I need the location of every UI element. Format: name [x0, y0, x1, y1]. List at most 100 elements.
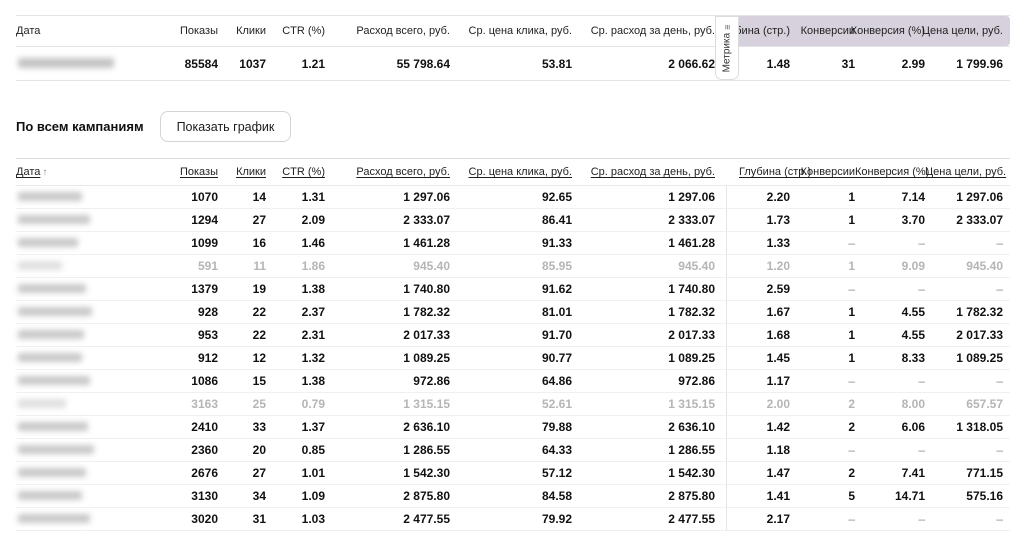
cell-spend: 1 089.25 — [403, 351, 450, 365]
column-divider — [715, 209, 739, 231]
table-row: 3020 31 1.03 2 477.55 79.92 2 477.55 2.17 – – – — [16, 508, 1010, 531]
cell-clicks: 20 — [252, 443, 266, 457]
column-header-depth: Глубина (стр.) — [718, 16, 790, 46]
cell-depth: 2.17 — [766, 512, 790, 526]
section-title: По всем кампаниям — [16, 119, 144, 134]
cell-goal-cost: 657.57 — [966, 397, 1003, 411]
column-divider — [715, 439, 739, 461]
metric-menu-icon: ≡ — [722, 24, 733, 30]
cell-depth: 1.73 — [766, 213, 790, 227]
column-divider — [715, 393, 739, 415]
cell-depth: 2.59 — [766, 282, 790, 296]
cell-goal-cost: – — [996, 374, 1003, 388]
summary-campaign-name — [16, 55, 140, 73]
cell-shows: 3020 — [191, 512, 218, 526]
table-row: 2360 20 0.85 1 286.55 64.33 1 286.55 1.18 – – – — [16, 439, 1010, 462]
column-divider — [715, 324, 739, 346]
cell-spend: 2 477.55 — [403, 512, 450, 526]
date-cell — [16, 349, 140, 367]
campaign-table-rows: 1070 14 1.31 1 297.06 92.65 1 297.06 2.20 1 7.14… — [16, 186, 1010, 531]
cell-ctr: 2.31 — [301, 328, 325, 342]
blurred-date — [18, 445, 94, 455]
column-divider — [715, 370, 739, 392]
cell-clicks: 27 — [252, 213, 266, 227]
cell-conv-rate: – — [918, 374, 925, 388]
cell-daily: 2 017.33 — [668, 328, 715, 342]
date-cell — [16, 303, 140, 321]
cell-goal-cost: 2 017.33 — [956, 328, 1003, 342]
cell-ctr: 2.09 — [301, 213, 325, 227]
cell-daily: 1 297.06 — [668, 190, 715, 204]
cell-conv-rate: – — [918, 512, 925, 526]
column-header-cpc: Ср. цена клика, руб. — [450, 166, 572, 178]
column-header-clicks: Клики — [218, 166, 266, 178]
cell-depth: 1.45 — [766, 351, 790, 365]
summary-spend: 55 798.64 — [396, 56, 450, 71]
summary-shows: 85584 — [184, 56, 218, 71]
cell-conv-rate: 7.41 — [901, 466, 925, 480]
cell-clicks: 27 — [252, 466, 266, 480]
cell-conv-rate: 4.55 — [901, 305, 925, 319]
sort-link-ctr[interactable]: CTR (%) — [282, 166, 325, 178]
cell-ctr: 1.01 — [301, 466, 325, 480]
sort-link-shows[interactable]: Показы — [179, 166, 218, 178]
sort-link-daily-spend[interactable]: Ср. расход за день, руб. — [590, 166, 715, 178]
column-header-goal-cost: Цена цели, руб. — [922, 16, 1003, 46]
cell-daily: 2 636.10 — [668, 420, 715, 434]
cell-daily: 1 542.30 — [668, 466, 715, 480]
cell-daily: 1 089.25 — [668, 351, 715, 365]
date-cell — [16, 188, 140, 206]
blurred-date — [18, 514, 90, 524]
sort-link-cpc[interactable]: Ср. цена клика, руб. — [468, 166, 572, 178]
column-header-conversions: Конверсии — [790, 16, 855, 46]
cell-depth: 1.18 — [766, 443, 790, 457]
cell-shows: 912 — [197, 351, 218, 365]
cell-ctr: 1.37 — [301, 420, 325, 434]
cell-clicks: 15 — [252, 374, 266, 388]
sort-link-conversions[interactable]: Конверсии — [800, 166, 855, 178]
cell-goal-cost: 771.15 — [966, 466, 1003, 480]
sort-link-goal-cost[interactable]: Цена цели, руб. — [925, 166, 1007, 178]
cell-cpc: 81.01 — [541, 305, 572, 319]
metric-header-cap — [1003, 16, 1010, 46]
table-row: 953 22 2.31 2 017.33 91.70 2 017.33 1.68 1 4.55 2… — [16, 324, 1010, 347]
column-divider — [715, 301, 739, 323]
cell-cpc: 79.92 — [541, 512, 572, 526]
blurred-date — [18, 399, 66, 409]
sort-asc-icon: ↑ — [42, 167, 48, 178]
sort-link-conv-rate[interactable]: Конверсия (%) — [855, 166, 930, 178]
sort-link-spend[interactable]: Расход всего, руб. — [356, 166, 450, 178]
sort-link-clicks[interactable]: Клики — [236, 166, 266, 178]
cell-conv-rate: 14.71 — [894, 489, 925, 503]
sort-link-date[interactable]: Дата — [16, 166, 41, 178]
blurred-date — [18, 192, 82, 202]
blurred-date — [18, 215, 90, 225]
table-row: 591 11 1.86 945.40 85.95 945.40 1.20 1 9.09 945.4… — [16, 255, 1010, 278]
blurred-date — [18, 468, 86, 478]
summary-table: Дата Показы Клики CTR (%) Расход всего, … — [16, 15, 1010, 81]
cell-spend: 1 297.06 — [403, 190, 450, 204]
cell-conversions: 2 — [848, 466, 855, 480]
cell-depth: 1.47 — [766, 466, 790, 480]
cell-goal-cost: 1 089.25 — [956, 351, 1003, 365]
cell-goal-cost: 1 782.32 — [956, 305, 1003, 319]
column-divider — [715, 255, 739, 277]
sort-link-depth[interactable]: Глубина (стр.) — [739, 166, 812, 178]
cell-shows: 2676 — [191, 466, 218, 480]
cell-cpc: 91.33 — [541, 236, 572, 250]
column-divider — [715, 186, 739, 208]
section-divider — [16, 158, 1010, 159]
metric-selector-tab[interactable]: Метрика ≡ — [715, 16, 739, 80]
cell-shows: 1099 — [191, 236, 218, 250]
cell-depth: 2.20 — [766, 190, 790, 204]
cell-daily: 2 875.80 — [668, 489, 715, 503]
cell-cpc: 92.65 — [541, 190, 572, 204]
cell-spend: 2 636.10 — [403, 420, 450, 434]
summary-table-header: Дата Показы Клики CTR (%) Расход всего, … — [16, 16, 1010, 47]
show-chart-button[interactable]: Показать график — [159, 111, 292, 142]
cell-cpc: 91.70 — [541, 328, 572, 342]
cell-spend: 1 740.80 — [403, 282, 450, 296]
column-divider — [715, 278, 739, 300]
cell-cpc: 90.77 — [541, 351, 572, 365]
cell-conv-rate: 4.55 — [901, 328, 925, 342]
